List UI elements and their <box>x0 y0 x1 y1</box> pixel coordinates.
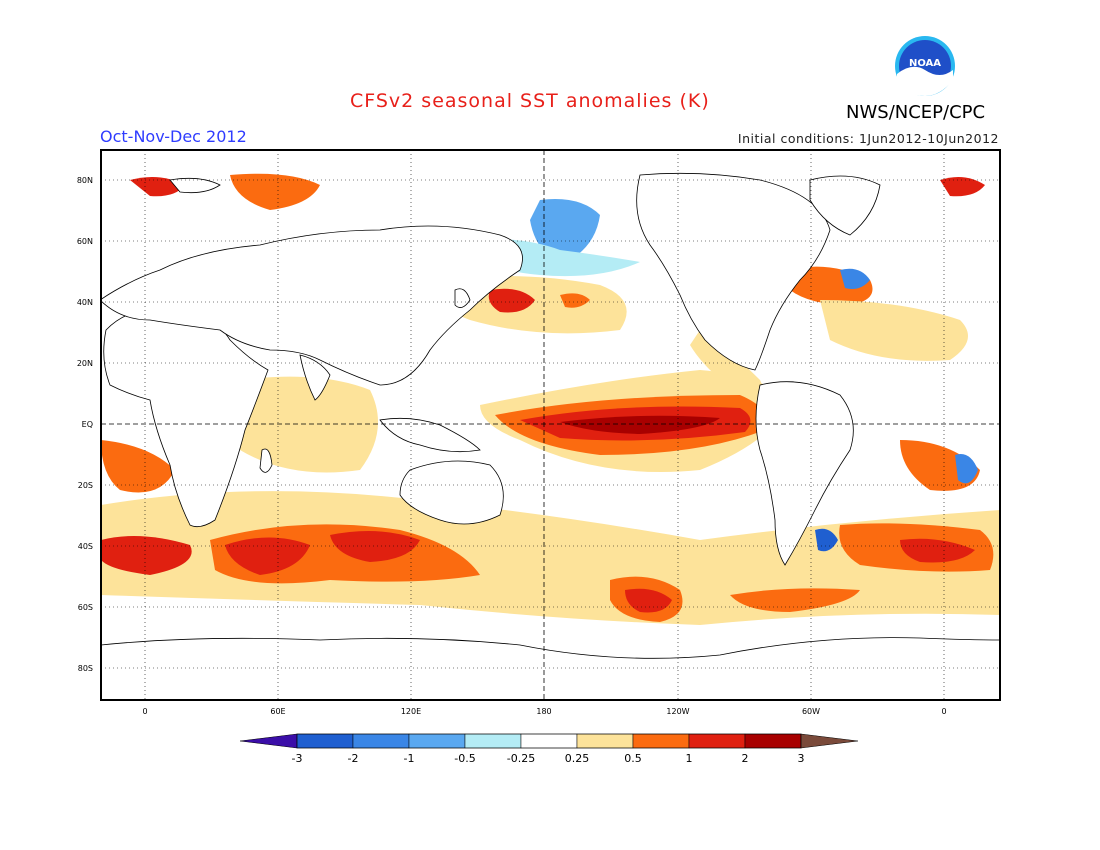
indonesia-outline <box>379 417 481 453</box>
map-field <box>101 150 1000 700</box>
colorbar-swatch <box>352 733 410 749</box>
noaa-logo: NOAA <box>895 36 955 96</box>
lat-label: 60N <box>77 237 93 246</box>
colorbar-label: 0.5 <box>624 752 642 765</box>
equator-dateline <box>101 150 1000 700</box>
north-america-outline <box>636 172 831 371</box>
lat-label: 20N <box>77 359 93 368</box>
season-label: Oct-Nov-Dec 2012 <box>100 127 247 146</box>
colorbar-label: -0.5 <box>454 752 475 765</box>
greenland-outline <box>809 175 881 236</box>
colorbar-swatch <box>576 733 634 749</box>
colorbar-swatch <box>464 733 522 749</box>
lat-label: 60S <box>78 603 93 612</box>
colorbar-swatch <box>296 733 354 749</box>
colorbar-swatch <box>688 733 746 749</box>
lon-label: 0 <box>142 707 147 716</box>
lon-label: 120E <box>401 707 421 716</box>
japan-outline <box>454 288 471 308</box>
colorbar-swatch <box>632 733 690 749</box>
map-frame <box>100 149 1001 701</box>
colorbar: -3 -2 -1 -0.5 -0.25 0.25 0.5 1 2 3 <box>239 733 859 765</box>
noaa-logo-text: NOAA <box>909 58 941 69</box>
lat-axis: 80N 60N 40N 20N EQ 20S 40S 60S 80S <box>77 176 93 673</box>
arctic-islands-outline <box>169 177 221 194</box>
initial-conditions-label: Initial conditions: 1Jun2012-10Jun2012 <box>737 131 999 146</box>
lon-label: 60E <box>270 707 285 716</box>
colorbar-label: -0.25 <box>507 752 535 765</box>
south-america-outline <box>755 381 854 566</box>
lon-axis: 0 60E 120E 180 120W 60W 0 <box>142 707 946 716</box>
lat-label: 40S <box>78 542 93 551</box>
colorbar-label: -2 <box>348 752 359 765</box>
colorbar-swatch <box>744 733 802 749</box>
antarctica-outline <box>101 637 1000 700</box>
colorbar-label: -1 <box>404 752 415 765</box>
agency-label: NWS/NCEP/CPC <box>846 102 986 123</box>
colorbar-swatch <box>520 733 578 749</box>
colorbar-swatch <box>800 733 859 749</box>
australia-outline <box>399 460 504 525</box>
lat-label: 80N <box>77 176 93 185</box>
lon-label: 60W <box>802 707 820 716</box>
lon-label: 120W <box>666 707 689 716</box>
india-outline <box>299 354 331 401</box>
lat-label: EQ <box>82 420 93 429</box>
map-title: CFSv2 seasonal SST anomalies (K) <box>350 90 710 112</box>
colorbar-swatch <box>408 733 466 749</box>
eurasia-outline <box>101 225 523 386</box>
colorbar-label: 2 <box>742 752 749 765</box>
lat-label: 80S <box>78 664 93 673</box>
colorbar-label: 0.25 <box>565 752 590 765</box>
madagascar-outline <box>259 448 273 473</box>
lat-label: 40N <box>77 298 93 307</box>
anomaly-patches <box>101 173 1000 625</box>
colorbar-label: 1 <box>686 752 693 765</box>
lat-label: 20S <box>78 481 93 490</box>
colorbar-label: -3 <box>292 752 303 765</box>
colorbar-label: 3 <box>798 752 805 765</box>
lon-label: 180 <box>536 707 551 716</box>
lon-label: 0 <box>941 707 946 716</box>
continent-outlines <box>101 172 1000 700</box>
colorbar-swatch <box>239 733 298 749</box>
